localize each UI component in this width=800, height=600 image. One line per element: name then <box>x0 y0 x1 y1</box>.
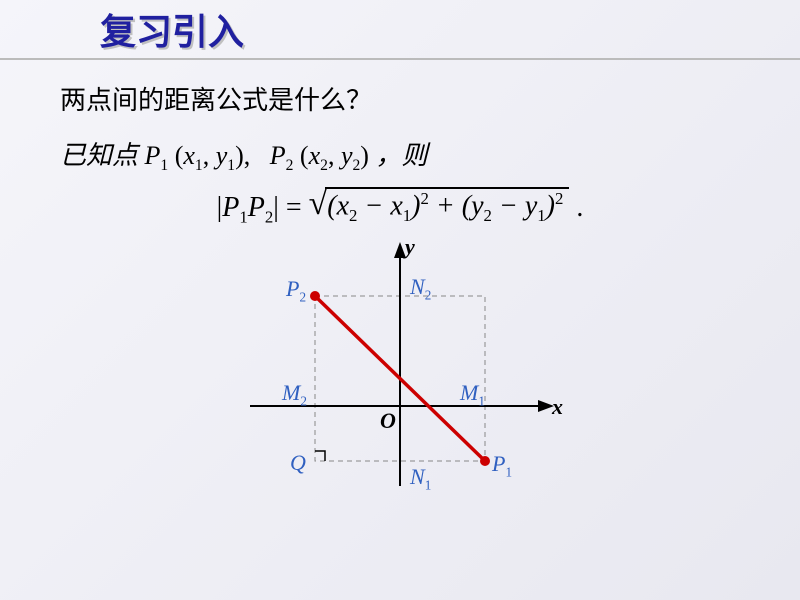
point-P1: P1 (x1, y1), <box>145 141 257 170</box>
P1-sub: 1 <box>160 157 168 174</box>
P1-letter: P <box>145 141 161 170</box>
label-P2: P2 <box>286 276 306 305</box>
given-prefix: 已知点 <box>60 141 145 170</box>
label-M1: M1 <box>460 380 485 409</box>
label-N1: N1 <box>410 464 431 493</box>
diagram-svg <box>230 236 570 496</box>
coordinate-diagram: y x O P2 P1 N2 N1 M2 M1 Q <box>230 236 570 496</box>
P2-coords: (x2, y2) <box>300 141 369 170</box>
lhs-P2: P2 <box>248 192 274 223</box>
radical-sign: √ <box>309 185 328 223</box>
period: . <box>576 192 583 223</box>
lhs-P1: P1 <box>222 192 248 223</box>
distance-formula: |P1P2| = √ (x2 − x1)2 + (y2 − y1)2 . <box>60 187 740 228</box>
title-bar: 复习引入 <box>0 0 800 60</box>
given-line: 已知点 P1 (x1, y1), P2 (x2, y2) ，则 <box>60 135 740 175</box>
label-Q: Q <box>290 450 306 476</box>
sqrt: √ (x2 − x1)2 + (y2 − y1)2 <box>309 187 570 226</box>
page-title: 复习引入 <box>100 3 244 55</box>
label-M2: M2 <box>282 380 307 409</box>
label-x-axis: x <box>552 394 563 420</box>
label-N2: N2 <box>410 274 431 303</box>
question-text: 两点间的距离公式是什么？ <box>60 80 740 117</box>
label-origin: O <box>380 408 396 434</box>
label-P1: P1 <box>492 451 512 480</box>
given-suffix: ，则 <box>375 141 427 170</box>
radicand: (x2 − x1)2 + (y2 − y1)2 <box>325 187 569 226</box>
point-P2: P2 (x2, y2) <box>270 141 376 170</box>
P1-coords: (x1, y1), <box>175 141 251 170</box>
content-area: 两点间的距离公式是什么？ 已知点 P1 (x1, y1), P2 (x2, y2… <box>0 60 800 516</box>
P2-sub: 2 <box>286 157 294 174</box>
abs-close: | <box>273 192 279 223</box>
P2-letter: P <box>270 141 286 170</box>
label-y-axis: y <box>405 234 415 260</box>
point-P2-dot <box>310 291 320 301</box>
equals: = <box>286 192 309 223</box>
point-P1-dot <box>480 456 490 466</box>
right-angle-marker <box>315 451 325 461</box>
